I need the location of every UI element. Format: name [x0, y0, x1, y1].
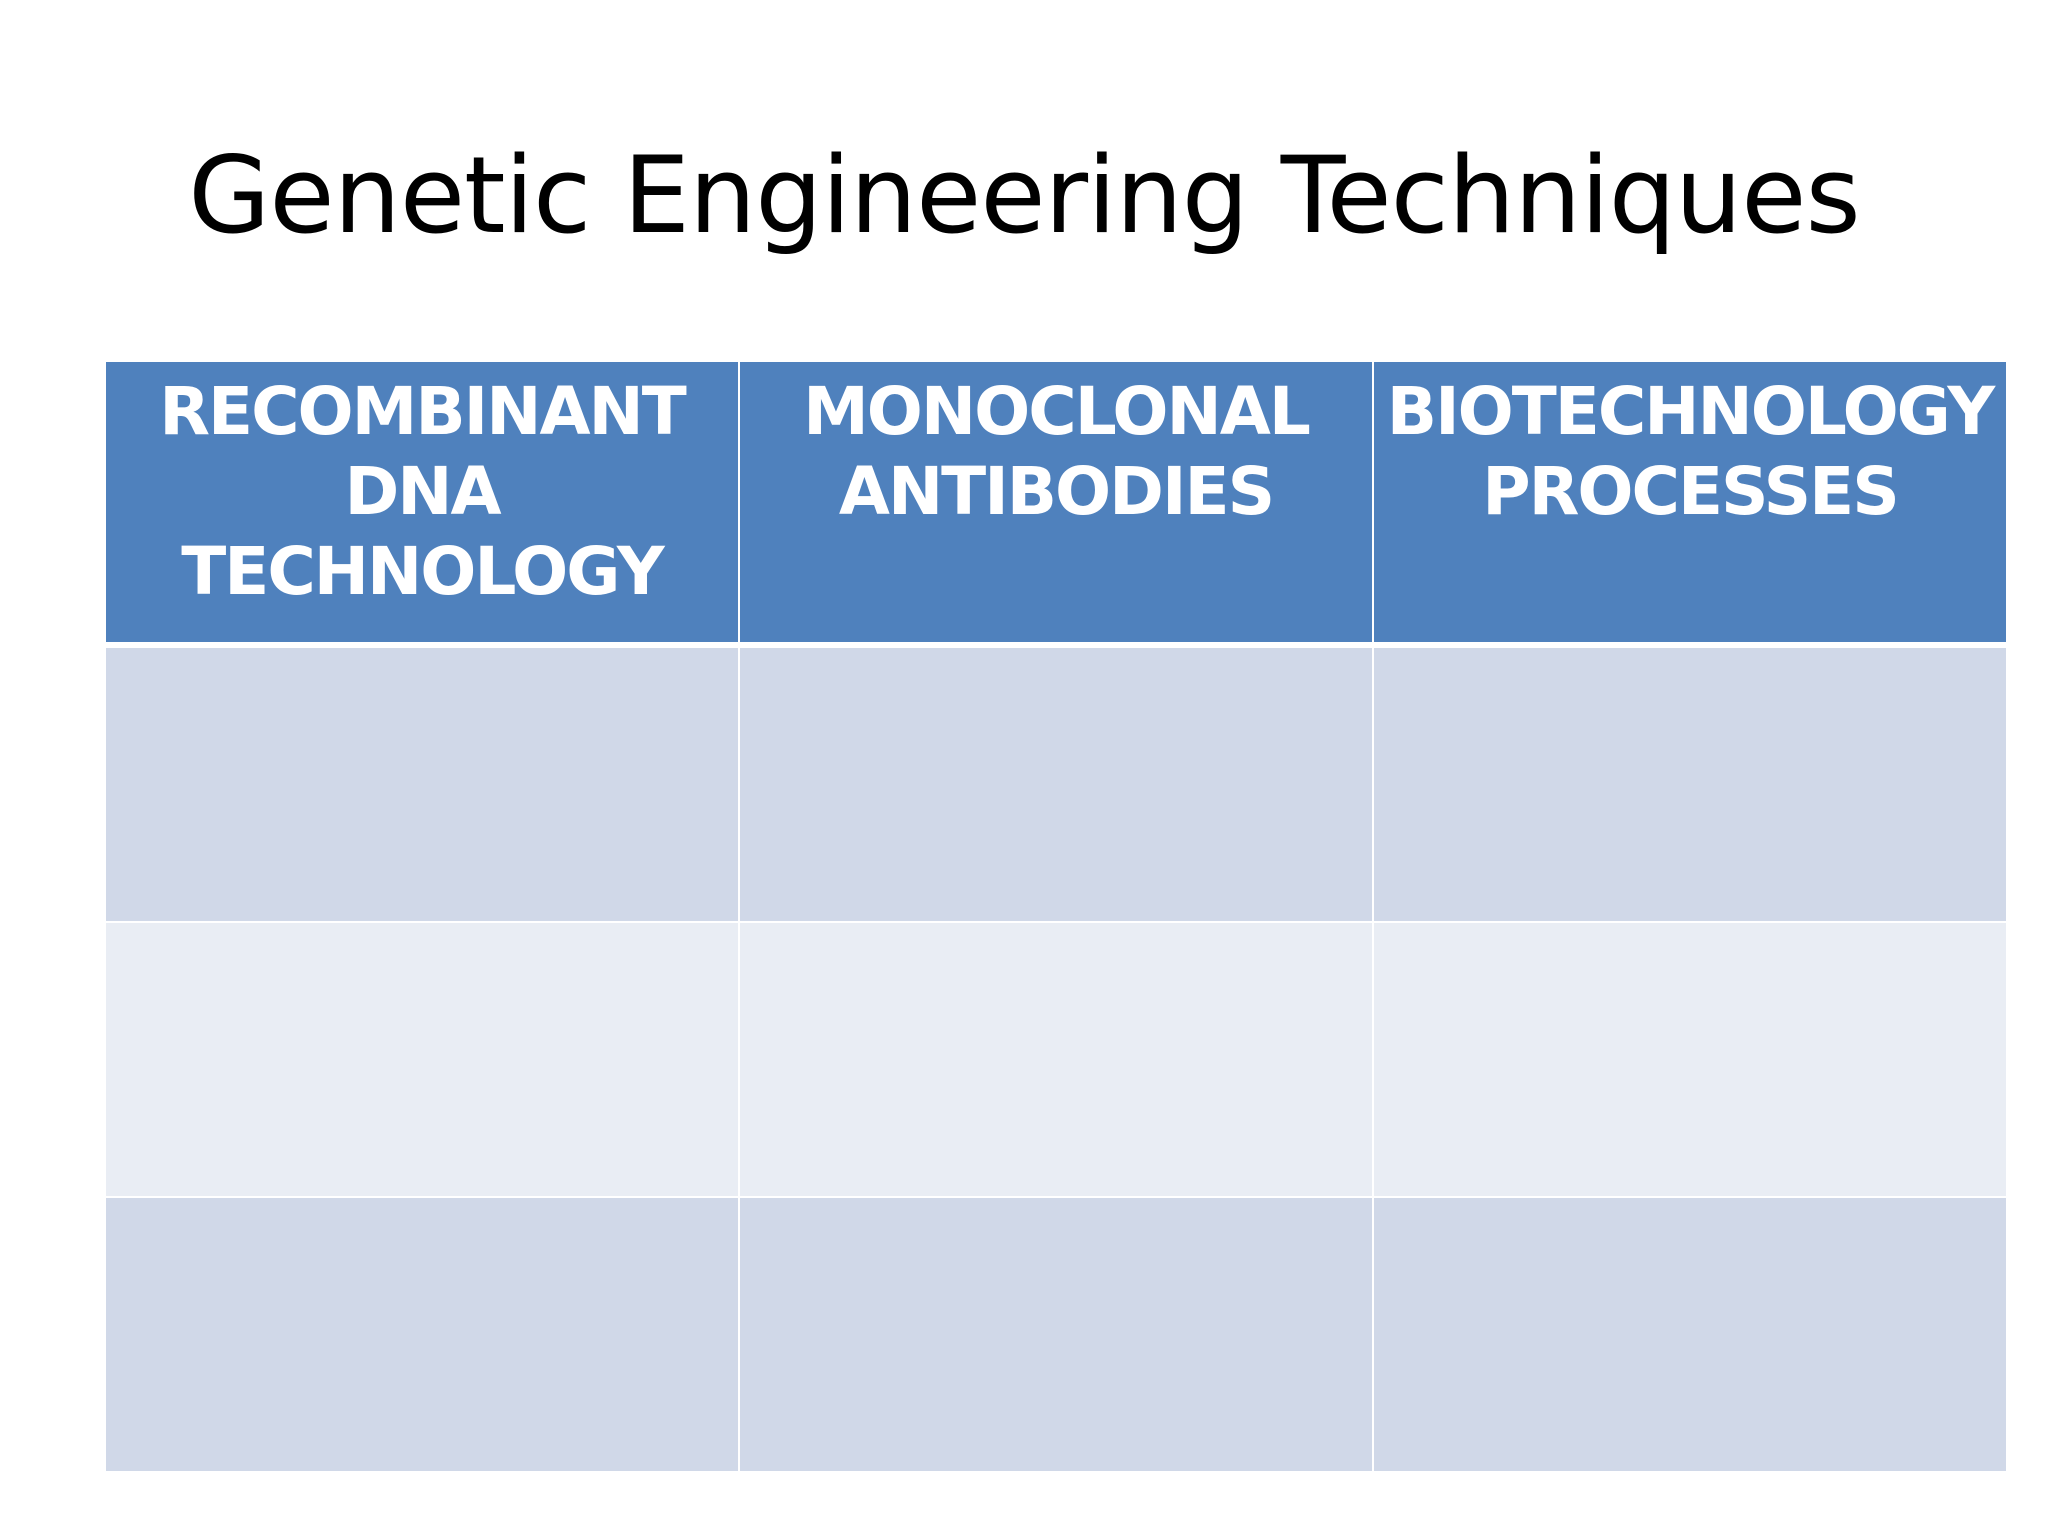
table-cell[interactable] — [104, 644, 740, 923]
table-body — [104, 644, 2008, 1473]
table-cell[interactable] — [104, 1196, 740, 1473]
table-cell[interactable] — [738, 921, 1374, 1198]
header-line: DNA — [344, 453, 501, 530]
table-header: RECOMBINANT DNA TECHNOLOGY MONOCLONAL AN… — [104, 360, 2008, 648]
header-row: RECOMBINANT DNA TECHNOLOGY MONOCLONAL AN… — [104, 360, 2008, 648]
header-line: BIOTECHNOLOGY — [1386, 373, 1995, 450]
table-cell[interactable] — [104, 921, 740, 1198]
table-row — [104, 921, 2008, 1198]
header-biotechnology-processes: BIOTECHNOLOGY PROCESSES — [1372, 360, 2008, 648]
header-line: TECHNOLOGY — [181, 533, 664, 610]
header-line: PROCESSES — [1482, 453, 1900, 530]
table-cell[interactable] — [738, 1196, 1374, 1473]
table-cell[interactable] — [1372, 644, 2008, 923]
header-line: ANTIBODIES — [838, 453, 1275, 530]
slide-title: Genetic Engineering Techniques — [188, 134, 1860, 257]
header-recombinant-dna-technology: RECOMBINANT DNA TECHNOLOGY — [104, 360, 740, 648]
table-cell[interactable] — [1372, 1196, 2008, 1473]
techniques-table: RECOMBINANT DNA TECHNOLOGY MONOCLONAL AN… — [104, 360, 2008, 1473]
table-cell[interactable] — [1372, 921, 2008, 1198]
table-row — [104, 644, 2008, 923]
table-row — [104, 1196, 2008, 1473]
header-line: MONOCLONAL — [803, 373, 1311, 450]
table-cell[interactable] — [738, 644, 1374, 923]
header-monoclonal-antibodies: MONOCLONAL ANTIBODIES — [738, 360, 1374, 648]
header-line: RECOMBINANT — [159, 373, 687, 450]
